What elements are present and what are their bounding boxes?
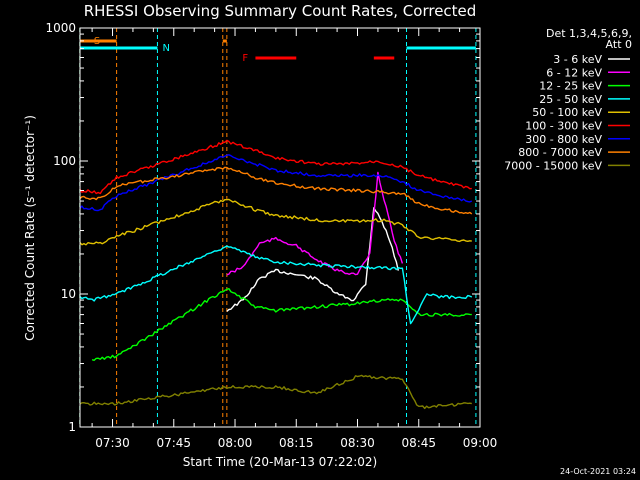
series-line-50-100-kev (79, 198, 472, 246)
legend-entry-label: 3 - 6 keV (553, 53, 602, 66)
series-line-800-7000-kev (79, 166, 473, 215)
x-axis-label: Start Time (20-Mar-13 07:22:02) (183, 455, 377, 469)
date-stamp: 24-Oct-2021 03:24 (560, 467, 636, 476)
y-tick-label: 1 (68, 420, 76, 434)
y-tick-label: 1000 (45, 21, 76, 35)
legend-title-line: Att 0 (606, 38, 632, 51)
legend-entry-label: 50 - 100 keV (532, 106, 602, 119)
x-tick-label: 08:30 (340, 436, 375, 450)
x-tick-label: 08:45 (401, 436, 436, 450)
legend-title-line: Det 1,3,4,5,6,9, (546, 27, 632, 40)
series-line-25-50-kev (79, 245, 473, 325)
series-line-7000-15000-kev (79, 374, 472, 410)
legend-entry-label: 12 - 25 keV (539, 80, 602, 93)
y-axis: 1 10 100 1000 (45, 21, 480, 434)
legend-entry-label: 800 - 7000 keV (518, 146, 602, 159)
series-line-300-800-kev (79, 154, 473, 212)
plot-frame (79, 27, 481, 428)
x-tick-label: 08:15 (279, 436, 314, 450)
series-line-6-12-kev (226, 171, 404, 276)
series-line-12-25-kev (91, 288, 472, 361)
x-tick-label: 07:45 (156, 436, 191, 450)
legend-entry-label: 6 - 12 keV (546, 66, 602, 79)
y-tick-label: 10 (61, 287, 76, 301)
legend-entry-label: 100 - 300 keV (525, 120, 602, 133)
y-axis-label: Corrected Count Rate (s⁻¹ detector⁻¹) (23, 115, 37, 341)
flag-layer: S N F (79, 28, 477, 427)
series-layer (79, 139, 473, 410)
x-tick-label: 09:00 (463, 436, 498, 450)
legend-entry-label: 300 - 800 keV (525, 133, 602, 146)
x-axis: 07:30 07:45 08:00 08:15 08:30 08:45 09:00 (91, 28, 498, 450)
saa-label: S (94, 36, 100, 47)
flare-label: F (242, 53, 248, 64)
legend-entry-label: 7000 - 15000 keV (504, 159, 602, 172)
x-tick-label: 07:30 (95, 436, 130, 450)
series-line-100-300-kev (79, 139, 472, 195)
legend-entry-label: 25 - 50 keV (539, 93, 602, 106)
y-tick-label: 100 (53, 154, 76, 168)
night-label: N (162, 43, 169, 54)
chart-title: RHESSI Observing Summary Count Rates, Co… (84, 2, 477, 20)
x-tick-label: 08:00 (218, 436, 253, 450)
